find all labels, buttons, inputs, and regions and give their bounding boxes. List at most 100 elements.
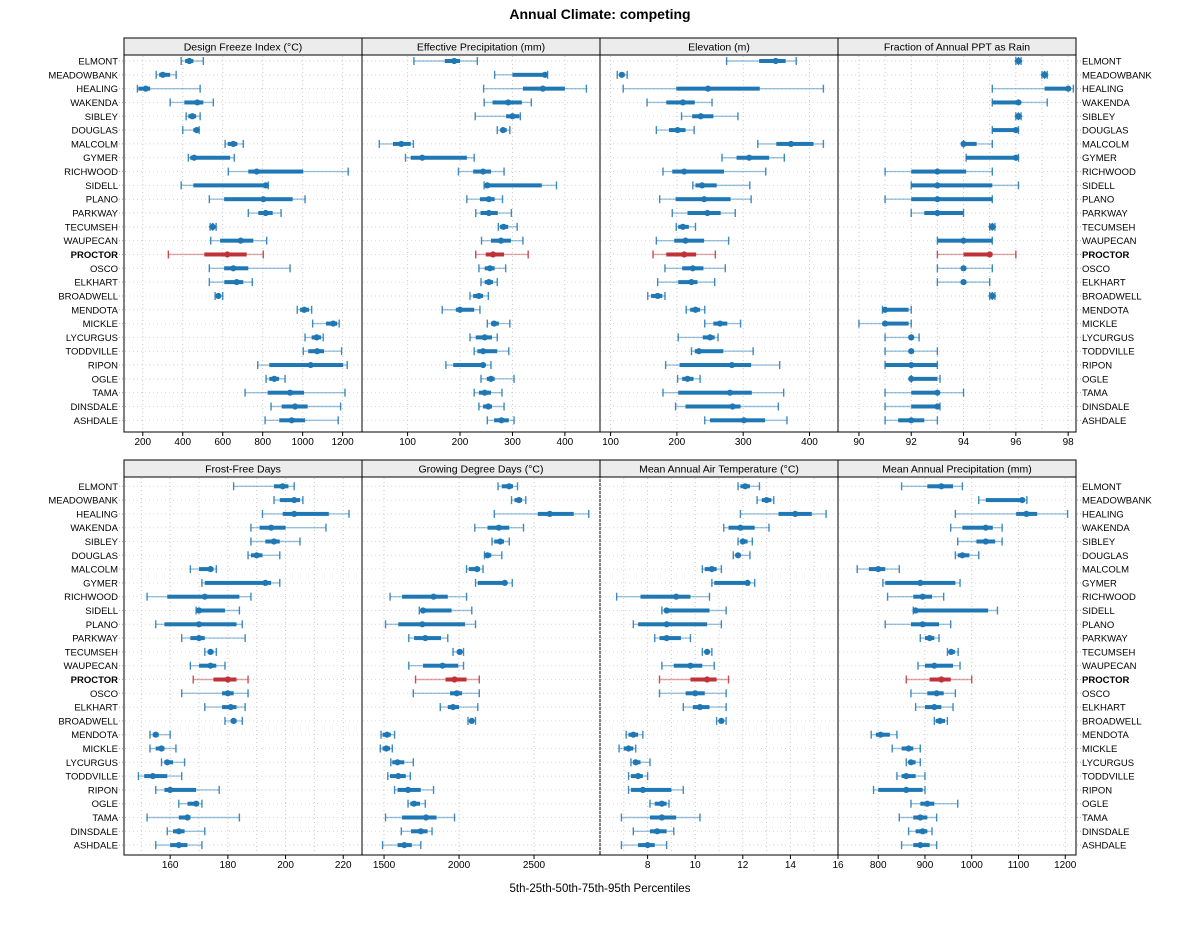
strip-title-fraction-of-annual-ppt-as-rain: Fraction of Annual PPT as Rain — [884, 42, 1030, 54]
median-marker — [270, 538, 278, 545]
x-tick-label: 100 — [399, 437, 416, 448]
median-marker — [687, 662, 694, 669]
median-marker — [175, 828, 182, 835]
location-label-left: MEADOWBANK — [48, 70, 118, 81]
location-label-left: RIPON — [88, 361, 118, 372]
location-label-left: MEADOWBANK — [48, 496, 118, 507]
strip-title-frost-free-days: Frost-Free Days — [205, 464, 281, 476]
x-tick-label: 8 — [645, 860, 651, 871]
median-marker — [506, 483, 513, 490]
median-marker — [468, 717, 475, 725]
median-marker — [726, 389, 734, 396]
range-25-75 — [267, 390, 305, 395]
median-marker — [881, 306, 889, 313]
median-marker — [489, 251, 497, 258]
median-marker — [988, 291, 997, 301]
median-marker — [618, 71, 625, 78]
location-label-left: TAMA — [92, 813, 118, 824]
median-marker — [684, 375, 691, 382]
location-label-right: DINSDALE — [1082, 827, 1130, 838]
median-marker — [1012, 127, 1019, 134]
median-marker — [398, 140, 405, 148]
median-marker — [404, 786, 412, 794]
x-tick-label: 94 — [958, 437, 970, 448]
median-marker — [959, 552, 966, 559]
range-25-75 — [992, 100, 1019, 105]
location-label-right: WAUPECAN — [1082, 661, 1137, 672]
location-label-left: MICKLE — [83, 744, 118, 755]
x-tick-label: 200 — [669, 437, 686, 448]
median-marker — [663, 607, 670, 614]
x-tick-label: 16 — [832, 860, 844, 871]
range-25-75 — [911, 390, 938, 395]
location-label-left: MALCOLM — [71, 565, 118, 576]
median-marker — [224, 251, 231, 258]
median-marker — [262, 209, 269, 217]
median-marker — [149, 773, 156, 780]
median-marker — [877, 731, 884, 738]
median-marker — [475, 292, 483, 300]
median-marker — [692, 690, 699, 697]
location-label-right: RICHWOOD — [1082, 592, 1136, 603]
location-label-left: BROADWELL — [58, 291, 118, 302]
location-label-right: TECUMSEH — [1082, 222, 1135, 233]
x-tick-label: 900 — [917, 860, 934, 871]
median-marker — [291, 497, 298, 504]
range-25-75 — [453, 363, 485, 368]
range-25-75 — [279, 498, 300, 503]
location-label-left: TODDVILLE — [65, 772, 118, 783]
range-25-75 — [911, 197, 993, 202]
median-marker — [279, 483, 286, 490]
location-label-left: SIDELL — [85, 181, 118, 192]
median-marker — [498, 417, 505, 424]
median-marker — [908, 375, 915, 382]
median-marker — [271, 375, 278, 382]
median-marker — [1014, 56, 1023, 66]
range-25-75 — [164, 787, 197, 792]
median-marker — [152, 731, 159, 738]
location-label-right: PARKWAY — [1082, 634, 1128, 645]
range-25-75 — [420, 608, 452, 613]
location-label-left: PLANO — [86, 620, 118, 631]
median-marker — [301, 306, 308, 313]
median-marker — [688, 279, 695, 286]
location-label-left: HEALING — [76, 84, 118, 95]
range-25-75 — [924, 663, 954, 668]
range-25-75 — [477, 349, 498, 354]
median-marker — [908, 348, 915, 355]
median-marker — [681, 168, 688, 175]
location-label-left: DOUGLAS — [72, 126, 118, 137]
median-marker — [1015, 99, 1022, 106]
location-label-left: OSCO — [90, 264, 118, 275]
median-marker — [430, 593, 437, 600]
location-label-left: TECUMSEH — [65, 647, 118, 658]
x-tick-label: 1000 — [961, 860, 984, 871]
location-label-right: DOUGLAS — [1082, 551, 1128, 562]
location-label-right: RICHWOOD — [1082, 167, 1136, 178]
location-label-right: MALCOLM — [1082, 139, 1129, 150]
median-marker — [700, 196, 708, 203]
location-label-right: HEALING — [1082, 84, 1124, 95]
x-tick-label: 180 — [220, 860, 237, 871]
x-tick-label: 400 — [801, 437, 818, 448]
range-25-75 — [193, 183, 267, 188]
median-marker — [692, 306, 699, 313]
range-25-75 — [962, 525, 993, 530]
median-marker — [729, 403, 736, 410]
range-25-75 — [913, 608, 989, 613]
range-25-75 — [992, 128, 1019, 133]
x-tick-label: 96 — [1010, 437, 1022, 448]
range-25-75 — [282, 511, 329, 516]
median-marker — [291, 403, 299, 410]
location-label-right: PROCTOR — [1082, 675, 1129, 686]
location-label-left: BROADWELL — [58, 716, 118, 727]
location-label-left: SIBLEY — [85, 537, 119, 548]
median-marker — [772, 57, 779, 65]
location-label-left: ELMONT — [78, 57, 118, 68]
location-label-left: ELMONT — [78, 482, 118, 493]
median-marker — [262, 182, 269, 189]
median-marker — [314, 348, 321, 355]
location-label-left: TAMA — [92, 388, 118, 399]
range-25-75 — [248, 169, 304, 174]
range-25-75 — [402, 815, 437, 820]
